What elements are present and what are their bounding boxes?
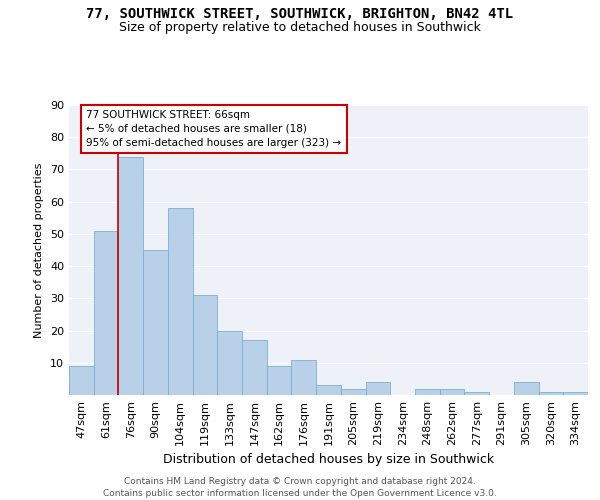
Bar: [69, 366, 94, 395]
Bar: [316, 386, 341, 395]
Bar: [563, 392, 588, 395]
Text: 77, SOUTHWICK STREET, SOUTHWICK, BRIGHTON, BN42 4TL: 77, SOUTHWICK STREET, SOUTHWICK, BRIGHTO…: [86, 8, 514, 22]
Bar: [94, 230, 118, 395]
Text: 77 SOUTHWICK STREET: 66sqm
← 5% of detached houses are smaller (18)
95% of semi-: 77 SOUTHWICK STREET: 66sqm ← 5% of detac…: [86, 110, 341, 148]
Bar: [267, 366, 292, 395]
Bar: [514, 382, 539, 395]
Bar: [341, 388, 365, 395]
X-axis label: Distribution of detached houses by size in Southwick: Distribution of detached houses by size …: [163, 454, 494, 466]
Y-axis label: Number of detached properties: Number of detached properties: [34, 162, 44, 338]
Text: Contains HM Land Registry data © Crown copyright and database right 2024.
Contai: Contains HM Land Registry data © Crown c…: [103, 476, 497, 498]
Bar: [217, 330, 242, 395]
Bar: [440, 388, 464, 395]
Bar: [365, 382, 390, 395]
Bar: [464, 392, 489, 395]
Bar: [193, 295, 217, 395]
Text: Size of property relative to detached houses in Southwick: Size of property relative to detached ho…: [119, 21, 481, 34]
Bar: [143, 250, 168, 395]
Bar: [292, 360, 316, 395]
Bar: [415, 388, 440, 395]
Bar: [118, 156, 143, 395]
Bar: [242, 340, 267, 395]
Bar: [168, 208, 193, 395]
Bar: [539, 392, 563, 395]
